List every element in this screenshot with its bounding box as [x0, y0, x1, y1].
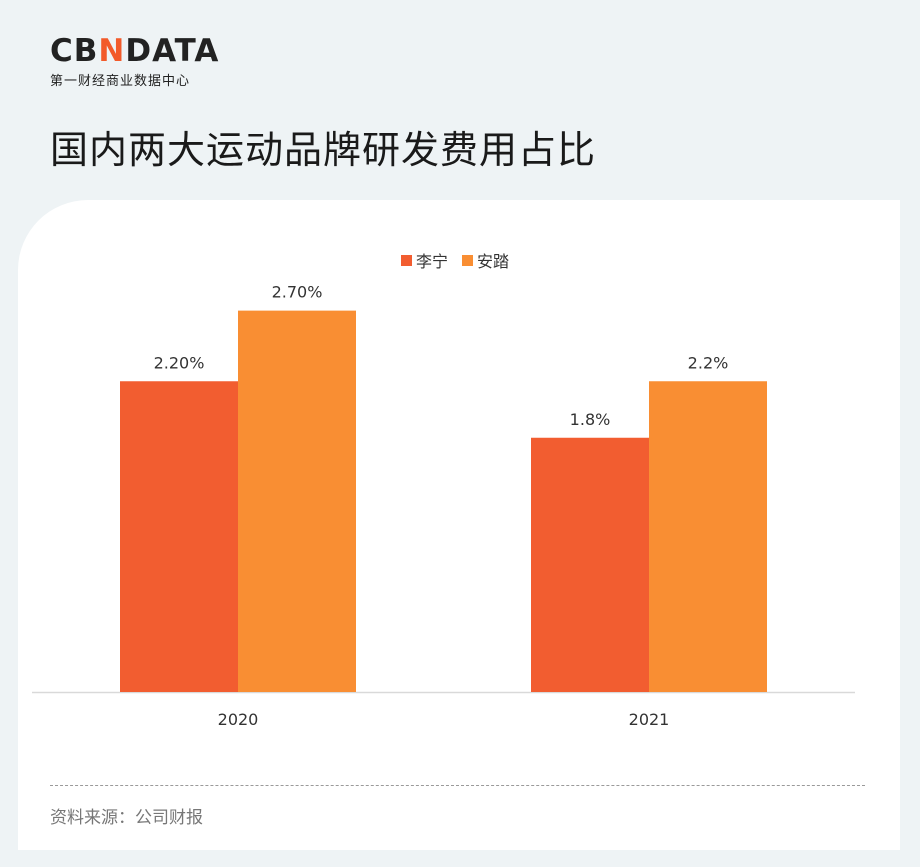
legend-item-anta: 安踏: [462, 248, 509, 272]
legend-swatch-anta: [462, 254, 474, 266]
bar-chart: 2.20% 2.70% 2020 1.8% 2.2% 2021: [32, 283, 855, 729]
source-note: 资料来源：公司财报: [50, 808, 203, 828]
x-tick-label-2020: 2020: [218, 710, 259, 729]
bar-2020-series-0: [120, 381, 238, 692]
bar-2020-series-1: [238, 310, 356, 692]
legend-item-li-ning: 李宁: [401, 248, 448, 272]
chart-card: 李宁 安踏 2.20% 2.70% 2020 1.8% 2.2% 2021 资料来源：公司…: [18, 200, 900, 850]
logo-prefix: CB: [50, 33, 99, 69]
chart-legend: 李宁 安踏: [401, 248, 523, 272]
logo-wordmark: CBNDATA: [50, 34, 219, 68]
logo-accent: N: [98, 33, 126, 69]
legend-label-li-ning: 李宁: [416, 252, 449, 271]
bar-2021-series-1: [649, 381, 767, 692]
bar-2021-series-0: [531, 437, 649, 692]
legend-label-anta: 安踏: [477, 252, 510, 271]
x-tick-label-2021: 2021: [629, 710, 670, 729]
logo: CBNDATA 第一财经商业数据中心: [50, 34, 219, 89]
legend-swatch-li-ning: [401, 254, 412, 266]
logo-suffix: DATA: [125, 33, 220, 69]
data-label-2021-series-0: 1.8%: [570, 410, 611, 429]
data-label-2020-series-0: 2.20%: [154, 353, 205, 372]
page-title: 国内两大运动品牌研发费用占比: [50, 128, 597, 172]
footer-divider: [50, 785, 865, 786]
data-label-2021-series-1: 2.2%: [688, 353, 729, 372]
logo-subtitle: 第一财经商业数据中心: [50, 74, 191, 89]
data-label-2020-series-1: 2.70%: [272, 283, 323, 302]
